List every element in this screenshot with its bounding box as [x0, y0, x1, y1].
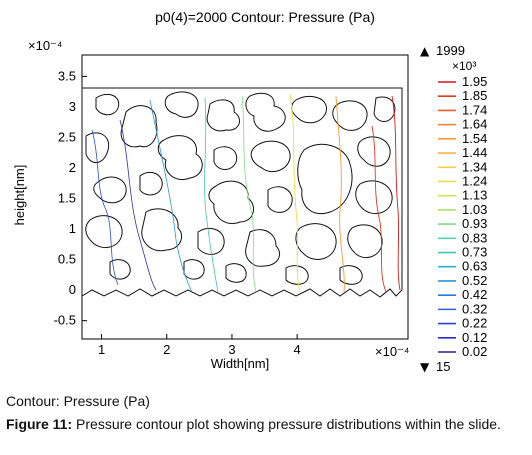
colorbar-level-label: 0.83 [462, 230, 487, 245]
figure-caption-text: Pressure contour plot showing pressure d… [72, 416, 501, 432]
colorbar-max-arrow: ▲ [420, 44, 430, 58]
colorbar-level-label: 1.34 [462, 159, 487, 174]
colorbar-level-label: 1.95 [462, 74, 487, 89]
colorbar-level-label: 1.85 [462, 88, 487, 103]
grain [206, 99, 241, 132]
grain [183, 259, 205, 280]
grain [332, 100, 368, 131]
contour-line [241, 95, 257, 293]
grain [355, 180, 393, 215]
colorbar-level-label: 0.63 [462, 259, 487, 274]
grain [93, 176, 127, 204]
contour-figure: p0(4)=2000 Contour: Pressure (Pa) ×10⁻⁴ … [12, 9, 487, 374]
y-tick-label: 1 [69, 221, 76, 236]
contour-line [371, 125, 387, 293]
contour-line [119, 119, 157, 291]
grain [225, 263, 247, 283]
colorbar-min: 15 [436, 359, 450, 374]
contour-line [391, 95, 401, 291]
grain [95, 93, 120, 116]
colorbar-level-label: 1.74 [462, 102, 487, 117]
grain [373, 96, 396, 122]
figure-number: Figure 11: [6, 416, 73, 432]
grain [357, 136, 391, 167]
x-multiplier: ×10⁻⁴ [375, 344, 410, 359]
chart-title: p0(4)=2000 Contour: Pressure (Pa) [155, 9, 375, 25]
y-multiplier: ×10⁻⁴ [28, 38, 63, 53]
colorbar-level-label: 1.13 [462, 188, 487, 203]
contour-line [289, 93, 301, 293]
x-tick-label: 4 [294, 342, 301, 357]
contour-caption-label: Contour: Pressure (Pa) [6, 393, 150, 409]
colorbar-level-label: 1.24 [462, 173, 487, 188]
contour-line [91, 129, 119, 286]
colorbar-min-arrow: ▼ [420, 360, 430, 374]
colorbar-level-label: 0.52 [462, 273, 487, 288]
colorbar-level-label: 0.22 [462, 316, 487, 331]
grain [139, 171, 163, 196]
grain [295, 223, 337, 260]
figure-caption: Figure 11: Pressure contour plot showing… [6, 415, 526, 433]
contour-line [204, 97, 219, 293]
y-tick-label: 1.5 [58, 191, 76, 206]
colorbar-level-label: 0.12 [462, 330, 487, 345]
grain [213, 146, 238, 170]
grain [297, 143, 353, 214]
grain [245, 92, 286, 132]
colorbar-level-label: 0.73 [462, 245, 487, 260]
y-tick-label: 2.5 [58, 129, 76, 144]
colorbar-level-label: 0.02 [462, 344, 487, 359]
colorbar-level-label: 1.03 [462, 202, 487, 217]
y-tick-label: 3.5 [58, 68, 76, 83]
colorbar: 1.951.851.741.641.541.441.341.241.131.03… [438, 74, 487, 359]
colorbar-level-label: 0.93 [462, 216, 487, 231]
x-tick-label: 3 [228, 342, 235, 357]
grain [208, 180, 255, 224]
grain [347, 224, 383, 259]
y-tick-label: 2 [69, 160, 76, 175]
y-axis-label: height[nm] [12, 165, 27, 226]
contour-line [149, 99, 193, 293]
colorbar-max: 1999 [436, 43, 465, 58]
contour-line [335, 95, 345, 293]
colorbar-multiplier: ×10³ [452, 59, 476, 73]
x-axis-label: Width[nm] [211, 356, 270, 371]
y-tick-label: 0.5 [58, 252, 76, 267]
x-tick-label: 1 [98, 342, 105, 357]
x-axis: 1 2 3 4 [98, 334, 301, 357]
grain [85, 132, 110, 163]
grain [164, 91, 199, 118]
y-tick-label: 3 [69, 99, 76, 114]
colorbar-level-label: 1.44 [462, 145, 487, 160]
colorbar-level-label: 0.32 [462, 301, 487, 316]
x-tick-label: 2 [163, 342, 170, 357]
colorbar-level-label: 0.42 [462, 287, 487, 302]
grain [157, 135, 203, 180]
grain [250, 140, 291, 173]
grain [245, 229, 280, 267]
grain [120, 105, 158, 148]
y-tick-label: 0 [69, 282, 76, 297]
grain [85, 215, 123, 249]
grain [267, 186, 293, 213]
slide-domain [81, 87, 403, 298]
colorbar-level-label: 1.64 [462, 117, 487, 132]
colorbar-level-label: 1.54 [462, 131, 487, 146]
y-tick-label: -0.5 [54, 313, 76, 328]
grain [197, 228, 225, 255]
grain [285, 265, 309, 285]
grain [141, 208, 182, 252]
